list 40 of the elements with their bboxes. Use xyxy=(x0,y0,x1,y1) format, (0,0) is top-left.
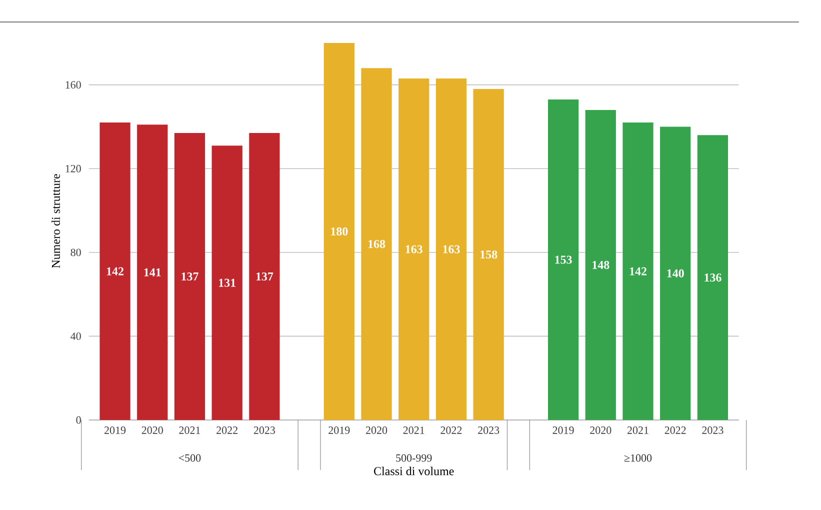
data-label: 141 xyxy=(144,268,161,276)
data-label: 131 xyxy=(219,278,236,287)
x-tick-label: 2019 xyxy=(104,426,126,434)
data-label: 142 xyxy=(630,267,646,276)
x-tick-label: 2020 xyxy=(142,426,163,434)
data-label: 136 xyxy=(704,274,722,282)
x-tick-label: 2021 xyxy=(403,426,424,434)
data-label: 137 xyxy=(256,272,274,281)
x-tick-label: 2020 xyxy=(366,426,388,434)
data-label: 140 xyxy=(667,269,684,278)
text: ≥1000 xyxy=(624,454,652,462)
y-tick-label: 40 xyxy=(70,332,81,340)
x-tick-label: 2023 xyxy=(478,426,500,434)
data-label: 180 xyxy=(331,227,348,236)
data-label: 153 xyxy=(555,256,572,264)
x-tick-label: 2022 xyxy=(440,426,462,434)
x-tick-label: 2022 xyxy=(664,426,686,434)
x-tick-label: 2021 xyxy=(179,426,200,434)
x-tick-label: 2021 xyxy=(627,426,648,434)
data-label: 163 xyxy=(406,245,422,254)
x-tick-label: 2020 xyxy=(590,426,612,434)
y-tick-label: 0 xyxy=(76,416,81,424)
text: 500-999 xyxy=(396,454,432,462)
data-label: 137 xyxy=(182,272,198,281)
y-tick-label: 80 xyxy=(70,248,81,256)
y-tick-label: 120 xyxy=(66,164,81,172)
data-label: 163 xyxy=(443,245,460,254)
data-label: 168 xyxy=(368,240,386,248)
data-label: 158 xyxy=(480,250,498,259)
y-tick-label: 160 xyxy=(66,81,81,89)
x-tick-label: 2022 xyxy=(216,426,238,434)
data-label: 148 xyxy=(592,260,610,270)
x-tick-label: 2023 xyxy=(254,426,275,434)
x-tick-label: 2019 xyxy=(328,426,350,434)
x-axis-title: Classi di volume xyxy=(374,466,454,476)
text: <500 xyxy=(178,454,201,462)
y-axis-title: Numero di strutture xyxy=(52,174,60,268)
x-tick-label: 2023 xyxy=(702,426,724,434)
x-tick-label: 2019 xyxy=(552,426,574,434)
data-label: 142 xyxy=(106,267,124,276)
